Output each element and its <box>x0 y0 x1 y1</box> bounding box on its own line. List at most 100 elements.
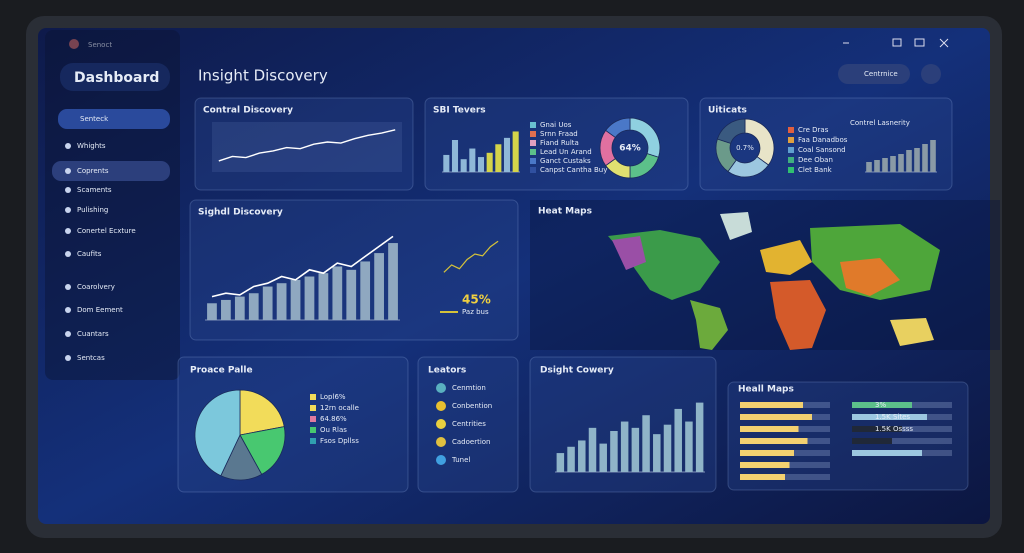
progress-bar <box>740 402 803 408</box>
nav-item[interactable]: Coarolvery <box>77 283 115 291</box>
pie-slice <box>239 389 285 436</box>
legend-label: Cre Dras <box>798 126 829 134</box>
list-icon <box>436 383 446 393</box>
nav-icon <box>65 168 71 174</box>
maximize[interactable] <box>914 38 925 47</box>
progress-bar <box>852 426 902 432</box>
legend-swatch <box>310 416 316 422</box>
nav-item[interactable]: Whights <box>77 142 106 150</box>
nav-item[interactable]: Coprents <box>77 167 109 175</box>
legend-label: Fsos Dpllss <box>320 437 359 445</box>
legend-swatch <box>788 147 794 153</box>
greenland <box>720 212 752 240</box>
list-item[interactable]: Cadoertion <box>452 438 491 446</box>
close[interactable] <box>939 38 949 48</box>
legend-label: Dee Oban <box>798 156 833 164</box>
bar <box>495 144 502 172</box>
progress-bar <box>852 438 892 444</box>
nav-item[interactable]: Pulishing <box>77 206 108 214</box>
bar <box>620 421 629 472</box>
line <box>211 235 394 298</box>
panel-title: Dsight Cowery <box>540 366 614 376</box>
pie-slice <box>239 426 286 475</box>
bar <box>248 293 259 320</box>
panel-title: Contral Discovery <box>203 106 293 116</box>
panel-title: Uiticats <box>708 106 747 116</box>
bar <box>663 424 672 472</box>
legend-label: Ou Rlas <box>320 426 347 434</box>
nav-item[interactable]: Conertel Ecxture <box>77 227 136 235</box>
panel-title: Leators <box>428 366 466 376</box>
button[interactable] <box>838 64 910 84</box>
legend-label: Canpst Cantha Buy <box>540 166 607 174</box>
bar <box>685 421 693 472</box>
bar <box>318 273 329 320</box>
nav-active[interactable] <box>52 161 170 181</box>
bar <box>276 283 287 320</box>
donut-slice <box>716 118 746 144</box>
progress-tag: 1.5K Ossss <box>875 425 913 433</box>
bar <box>653 434 661 472</box>
nav-icon <box>65 307 71 313</box>
window-controls <box>843 38 949 48</box>
legend-swatch <box>530 167 536 173</box>
bar <box>599 443 607 472</box>
nav-item[interactable]: Dom Eement <box>77 306 123 314</box>
bar <box>443 154 450 172</box>
line <box>218 129 396 162</box>
upload-button[interactable] <box>921 64 941 84</box>
bar <box>890 156 896 172</box>
bar <box>346 269 357 320</box>
progress-bar <box>852 414 927 420</box>
list-item[interactable]: Centrities <box>452 420 486 428</box>
icon-btn[interactable] <box>892 38 902 47</box>
bar <box>898 154 904 172</box>
nav-icon <box>65 187 71 193</box>
bar <box>374 253 384 320</box>
bar <box>914 148 920 172</box>
nav-item[interactable]: Caufits <box>77 250 102 258</box>
panel <box>194 97 414 191</box>
legend-swatch <box>310 438 316 444</box>
legend-label: Lopl6% <box>320 393 346 401</box>
nav-icon <box>65 143 71 149</box>
legend-label: Gnai Uos <box>540 121 572 129</box>
app-icon <box>69 39 79 49</box>
legend-label: Clet Bank <box>798 166 833 174</box>
panel-title: Heall Maps <box>738 385 794 395</box>
bar <box>486 152 493 172</box>
list-item[interactable]: Conbention <box>452 402 492 410</box>
bar <box>451 140 459 172</box>
progress-bar <box>852 402 912 408</box>
dropdown[interactable] <box>58 109 170 129</box>
nav-item[interactable]: Cuantars <box>77 330 109 338</box>
nav-item[interactable]: Scaments <box>77 186 112 194</box>
bar <box>332 266 343 320</box>
legend-label: Coal Sansond <box>798 146 846 154</box>
button-label[interactable]: Centrnice <box>864 70 898 78</box>
page-title: Insight Discovery <box>198 67 328 85</box>
legend-label: Faa Danadbos <box>798 136 848 144</box>
legend-swatch <box>788 127 794 133</box>
dropdown-label[interactable]: Senteck <box>80 115 109 123</box>
bar <box>460 159 467 172</box>
bar <box>304 276 315 320</box>
nav-item[interactable]: Sentcas <box>77 354 105 362</box>
legend-swatch <box>530 140 536 146</box>
display <box>38 28 990 524</box>
list-item[interactable]: Tunel <box>451 456 470 464</box>
legend-label: Lead Un Arand <box>540 148 592 156</box>
panel-title: Sighdl Discovery <box>198 208 283 218</box>
donut-center: 0.7% <box>736 144 754 152</box>
bar <box>388 243 398 320</box>
bar <box>642 415 650 472</box>
bar <box>578 440 586 472</box>
bar <box>674 408 682 472</box>
sidebar-title: Dashboard <box>74 70 159 86</box>
list-item[interactable]: Cenmtion <box>452 384 486 392</box>
region <box>612 236 646 270</box>
bar <box>477 157 485 172</box>
progress-bar <box>852 450 922 456</box>
